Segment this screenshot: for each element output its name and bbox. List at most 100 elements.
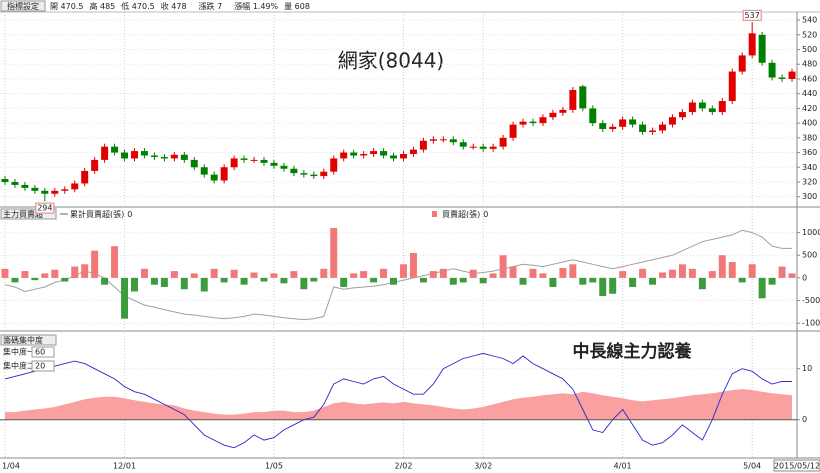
legend-label: 集中度一 — [3, 347, 35, 357]
candle-body — [609, 126, 617, 129]
indicator-button-label[interactable]: 指標設定 — [7, 1, 39, 11]
bar — [170, 271, 178, 278]
extreme-box — [35, 202, 55, 214]
bar — [81, 264, 89, 278]
candle-body — [569, 90, 577, 110]
bar — [698, 277, 706, 290]
bar — [748, 264, 756, 278]
bar — [260, 277, 268, 282]
bar — [41, 273, 49, 278]
x-tick-label: 4/01 — [614, 462, 632, 471]
candle-body — [419, 140, 427, 150]
period-select[interactable] — [31, 346, 55, 358]
bar — [280, 277, 288, 284]
bar — [409, 252, 417, 278]
candle-body — [81, 170, 89, 184]
y-tick-label: 1000 — [802, 228, 820, 237]
bar — [11, 277, 19, 283]
y-tick-label: 520 — [802, 30, 817, 39]
candle-body — [768, 62, 776, 78]
candle-body — [429, 139, 437, 141]
panel-select[interactable] — [0, 334, 57, 346]
candle-body — [180, 154, 188, 160]
y-tick-label: 400 — [802, 119, 817, 128]
candle-body — [479, 146, 487, 149]
header-item: 低 470.5 — [121, 1, 154, 11]
candle-body — [380, 151, 388, 156]
bar — [509, 266, 517, 278]
candle-body — [131, 151, 138, 159]
candle-body — [11, 181, 19, 185]
header-item: 漲跌 7 — [199, 1, 223, 11]
bar — [639, 268, 647, 278]
bar — [200, 277, 208, 292]
bar — [390, 277, 398, 285]
candle-body — [1, 179, 9, 182]
legend-value: 0 — [127, 210, 132, 219]
extreme-label: 537 — [745, 11, 760, 20]
y-tick-label: 300 — [802, 192, 817, 201]
legend-label: 累計買賣超(張) — [70, 209, 124, 219]
candle-body — [190, 159, 198, 168]
bar — [140, 268, 148, 278]
panel-select[interactable] — [0, 208, 57, 220]
chart-title: 網家(8044) — [338, 49, 445, 73]
candle-body — [668, 117, 676, 125]
bar — [340, 277, 348, 287]
candle-body — [340, 152, 348, 159]
candle-body — [330, 158, 338, 172]
bar — [370, 277, 378, 283]
bar — [668, 269, 676, 278]
candle-body — [111, 146, 119, 153]
candle-body — [589, 108, 597, 124]
bar — [479, 277, 487, 284]
candle-body — [310, 174, 318, 177]
bar — [768, 277, 776, 285]
header-item: 高 485 — [89, 1, 115, 11]
bar — [629, 277, 637, 287]
candle-body — [738, 55, 746, 72]
candle-body — [649, 130, 657, 132]
y-tick-label: 320 — [802, 177, 817, 186]
bar — [290, 271, 298, 278]
indicator-button[interactable] — [0, 0, 46, 12]
candle-body — [350, 152, 358, 156]
period-select[interactable] — [31, 360, 55, 372]
candle-body — [360, 154, 368, 156]
bar — [121, 277, 129, 319]
candle-body — [728, 71, 736, 102]
bar — [449, 277, 457, 285]
candle-body — [230, 158, 238, 168]
y-tick-label: 480 — [802, 60, 817, 69]
bar — [380, 268, 388, 278]
period-value[interactable]: 60 — [35, 348, 45, 357]
bar — [21, 271, 29, 278]
bar — [539, 273, 547, 278]
legend-swatch — [432, 211, 437, 217]
bar — [778, 266, 786, 278]
period-value[interactable]: 20 — [35, 362, 45, 371]
extreme-label: 294 — [37, 204, 52, 213]
x-tick-label: 1/05 — [265, 462, 283, 471]
bar — [619, 271, 627, 278]
bar — [190, 273, 198, 278]
y-tick-label: 380 — [802, 133, 817, 142]
x-tick-label: 1/04 — [2, 462, 20, 471]
y-tick-label: 440 — [802, 89, 817, 98]
panel-title[interactable]: 籌碼集中度 — [3, 335, 43, 345]
panel-title[interactable]: 主力買賣超 — [3, 209, 43, 219]
candle-body — [41, 190, 49, 194]
bar — [728, 262, 736, 278]
bar — [160, 277, 168, 287]
extreme-box — [742, 9, 762, 21]
candle-body — [21, 184, 29, 188]
bar — [270, 273, 278, 278]
bar — [569, 264, 577, 278]
bar — [609, 277, 617, 294]
area — [4, 389, 793, 420]
candle-body — [370, 151, 378, 155]
candle-body — [240, 158, 248, 160]
candle-body — [639, 124, 647, 132]
bar — [718, 255, 726, 278]
